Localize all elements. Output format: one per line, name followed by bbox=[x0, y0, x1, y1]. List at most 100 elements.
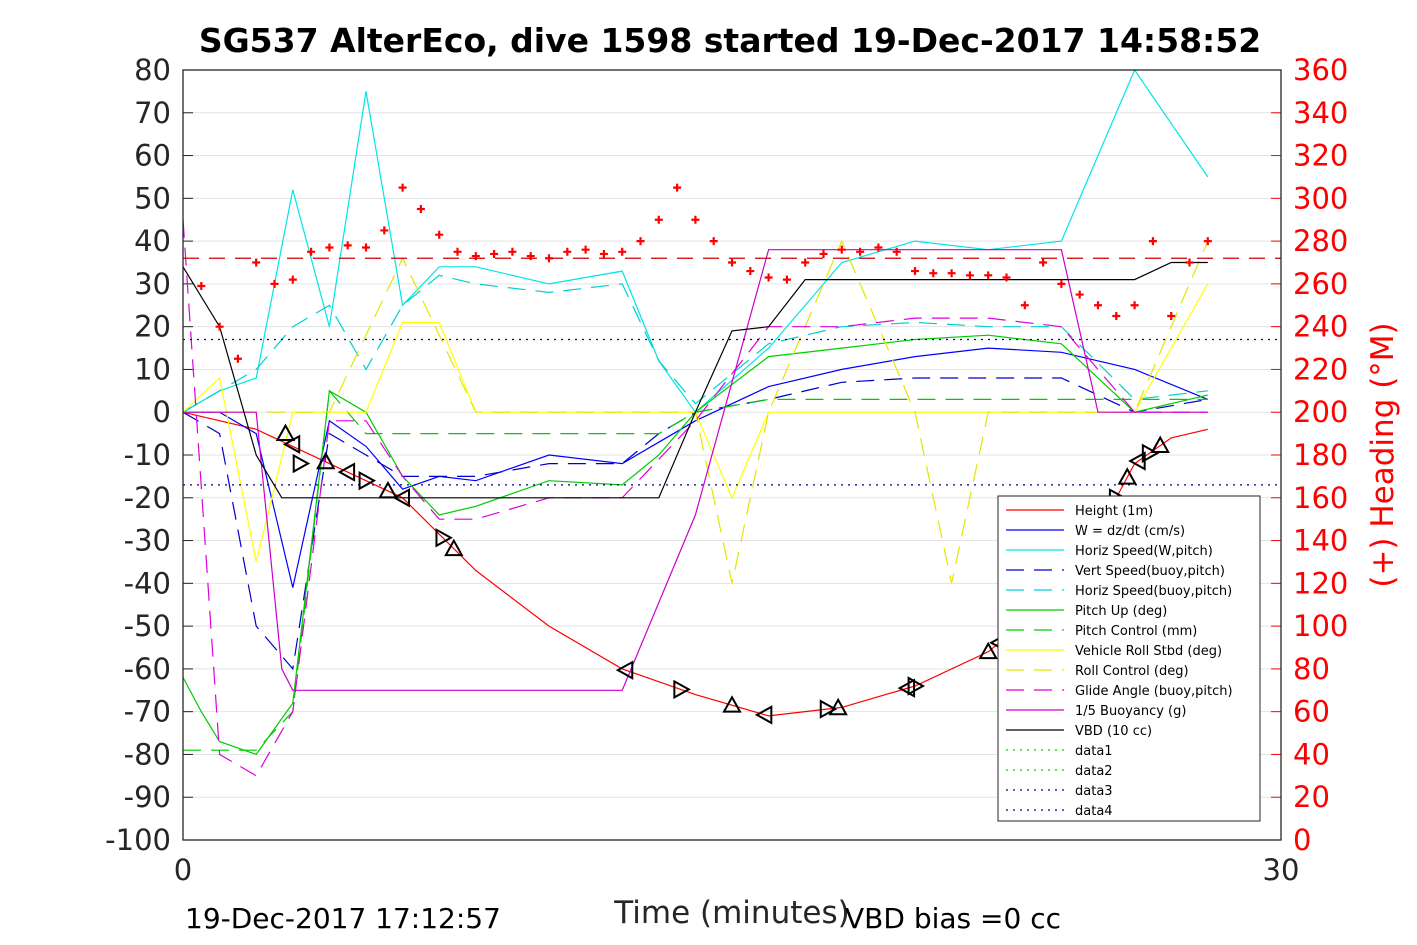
heading-marker bbox=[233, 354, 242, 363]
legend-label: data3 bbox=[1075, 784, 1113, 799]
y-tick-label: 30 bbox=[134, 267, 171, 301]
dive-marker bbox=[722, 695, 742, 713]
dive-marker bbox=[1141, 443, 1160, 463]
y-right-tick-label: 100 bbox=[1293, 609, 1348, 643]
dive-marker bbox=[435, 528, 453, 548]
heading-marker bbox=[965, 271, 974, 280]
dive-marker bbox=[337, 462, 356, 482]
x-tick-label: 30 bbox=[1263, 853, 1300, 887]
dive-marker bbox=[292, 453, 311, 474]
series-line bbox=[183, 347, 1209, 588]
heading-marker bbox=[654, 215, 663, 224]
heading-marker bbox=[435, 230, 444, 239]
heading-marker bbox=[892, 247, 901, 256]
legend-label: data4 bbox=[1075, 804, 1113, 819]
dive-marker bbox=[819, 699, 838, 719]
y-right-tick-label: 140 bbox=[1293, 524, 1348, 558]
heading-marker bbox=[325, 243, 334, 252]
y-tick-label: 40 bbox=[134, 224, 171, 258]
dive-marker bbox=[615, 660, 634, 680]
y-right-tick-label: 260 bbox=[1293, 267, 1348, 301]
heading-marker bbox=[416, 205, 425, 214]
heading-marker bbox=[599, 249, 608, 258]
y-tick-label: -30 bbox=[124, 524, 171, 558]
legend-label: data1 bbox=[1075, 744, 1113, 759]
heading-marker bbox=[1057, 279, 1066, 288]
heading-marker bbox=[819, 249, 828, 258]
y-tick-label: 50 bbox=[134, 181, 171, 215]
chart-title: SG537 AlterEco, dive 1598 started 19-Dec… bbox=[199, 21, 1261, 60]
heading-marker bbox=[856, 247, 865, 256]
y-tick-label: 10 bbox=[134, 352, 171, 386]
y-right-tick-label: 320 bbox=[1293, 139, 1348, 173]
dive-marker bbox=[358, 470, 377, 491]
heading-marker bbox=[1112, 311, 1121, 320]
legend-label: W = dz/dt (cm/s) bbox=[1075, 524, 1185, 539]
y-tick-label: -40 bbox=[124, 566, 171, 600]
heading-marker bbox=[782, 275, 791, 284]
y-right-tick-label: 280 bbox=[1293, 224, 1348, 258]
legend-label: data2 bbox=[1075, 764, 1113, 779]
y-tick-label: 20 bbox=[134, 310, 171, 344]
series-line bbox=[183, 389, 1208, 751]
heading-markers bbox=[197, 183, 1212, 363]
heading-marker bbox=[673, 183, 682, 192]
y-tick-label: -10 bbox=[124, 438, 171, 472]
y-right-tick-label: 20 bbox=[1293, 780, 1330, 814]
series-line bbox=[182, 274, 1208, 413]
dive-marker bbox=[316, 451, 336, 470]
heading-marker bbox=[197, 282, 206, 291]
heading-marker bbox=[1203, 237, 1212, 246]
series-lines bbox=[182, 68, 1281, 777]
heading-marker bbox=[380, 226, 389, 235]
right-y-tick-labels: 3603403203002802602402202001801601401201… bbox=[1293, 53, 1348, 857]
y-right-tick-label: 80 bbox=[1293, 652, 1330, 686]
legend: Height (1m) W = dz/dt (cm/s) Horiz Speed(W… bbox=[997, 495, 1261, 822]
heading-marker bbox=[252, 258, 261, 267]
y-tick-label: -100 bbox=[105, 823, 171, 857]
heading-marker bbox=[1130, 301, 1139, 310]
legend-label: Horiz Speed(buoy,pitch) bbox=[1075, 584, 1232, 599]
y-right-tick-label: 0 bbox=[1293, 823, 1311, 857]
series-line bbox=[182, 377, 1208, 671]
series-line bbox=[183, 249, 1208, 691]
legend-label: VBD (10 cc) bbox=[1075, 724, 1152, 739]
heading-marker bbox=[691, 215, 700, 224]
footer-timestamp: 19-Dec-2017 17:12:57 bbox=[185, 902, 501, 935]
y-tick-label: -60 bbox=[124, 652, 171, 686]
y-right-tick-label: 200 bbox=[1293, 395, 1348, 429]
heading-marker bbox=[618, 247, 627, 256]
heading-marker bbox=[984, 271, 993, 280]
footer-vbd-bias: VBD bias =0 cc bbox=[845, 902, 1061, 935]
heading-marker bbox=[288, 275, 297, 284]
heading-marker bbox=[746, 267, 755, 276]
y-tick-label: -20 bbox=[124, 481, 171, 515]
dive-marker bbox=[754, 705, 773, 725]
y-tick-label: 70 bbox=[134, 96, 171, 130]
y-right-tick-label: 180 bbox=[1293, 438, 1348, 472]
legend-label: Vert Speed(buoy,pitch) bbox=[1075, 564, 1225, 579]
heading-marker bbox=[581, 245, 590, 254]
dive-marker bbox=[897, 678, 916, 698]
dive-marker bbox=[907, 676, 926, 696]
y-tick-label: -50 bbox=[124, 609, 171, 643]
heading-marker bbox=[1039, 258, 1048, 267]
heading-marker bbox=[874, 243, 883, 252]
y-tick-label: -80 bbox=[124, 737, 171, 771]
heading-marker bbox=[1094, 301, 1102, 310]
y-right-tick-label: 60 bbox=[1293, 695, 1330, 729]
dive-marker bbox=[392, 488, 410, 508]
dive-marker bbox=[444, 538, 464, 557]
series-line bbox=[183, 239, 1209, 584]
legend-label: Roll Control (deg) bbox=[1075, 664, 1189, 679]
y-tick-label: -90 bbox=[124, 780, 171, 814]
heading-marker bbox=[1002, 273, 1011, 282]
y-right-tick-label: 340 bbox=[1293, 96, 1348, 130]
x-tick-labels: 0 30 bbox=[174, 853, 1300, 887]
y-right-tick-label: 160 bbox=[1293, 481, 1348, 515]
heading-marker bbox=[764, 273, 773, 282]
heading-marker bbox=[343, 241, 352, 250]
y-right-tick-label: 300 bbox=[1293, 181, 1348, 215]
dive-marker bbox=[1150, 435, 1170, 453]
